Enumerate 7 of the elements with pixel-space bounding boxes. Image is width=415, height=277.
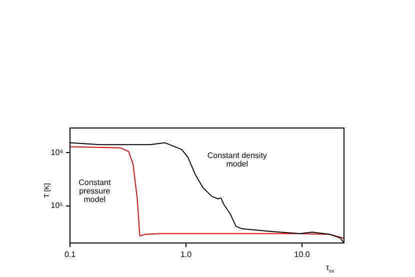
annotation: Constant pressure model (78, 178, 112, 204)
x-tick-label: 0.1 (64, 250, 76, 260)
x-tick-label: 10.0 (294, 250, 310, 260)
y-tick-label: 10⁶ (50, 148, 63, 157)
y-tick-label: 10⁵ (50, 201, 63, 210)
x-tick-label: 1.0 (180, 250, 192, 260)
annotation: Constant density model (207, 151, 267, 169)
